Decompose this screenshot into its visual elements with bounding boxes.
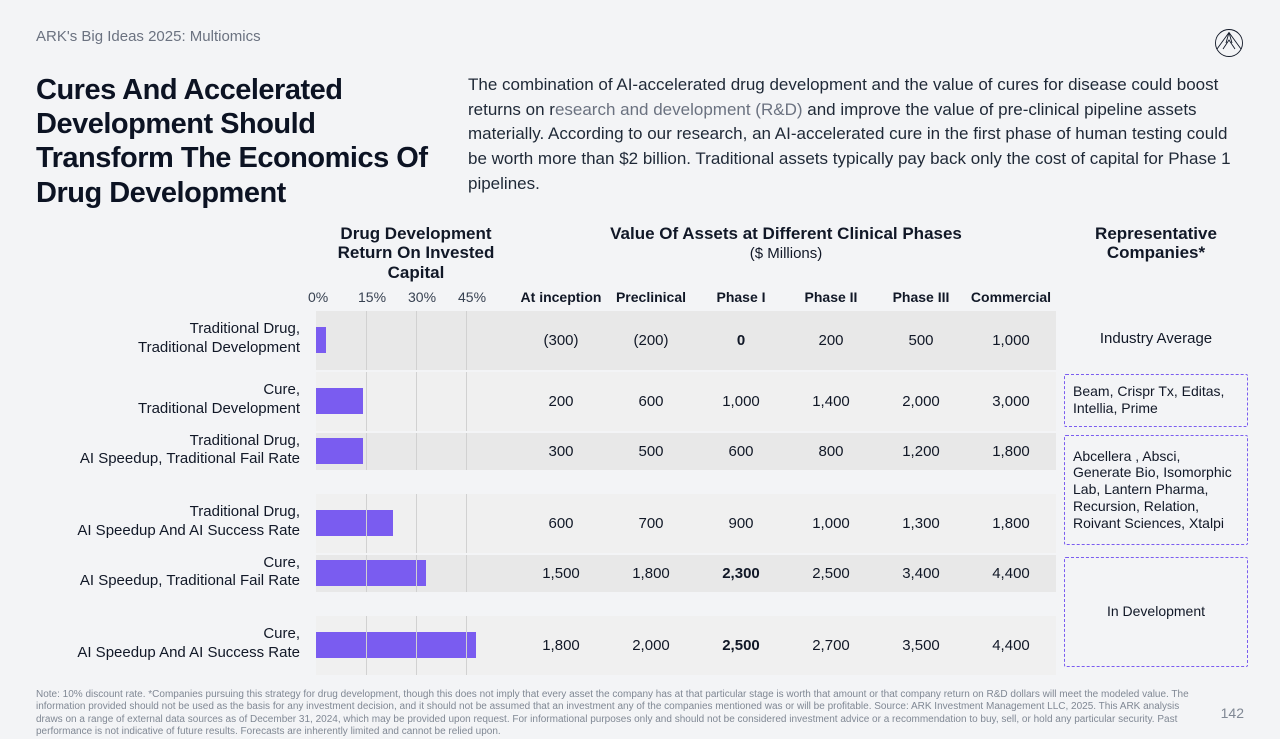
value-cell: 1,800 xyxy=(966,443,1056,460)
value-cell: 1,300 xyxy=(876,515,966,532)
row-label: Cure, Traditional Development xyxy=(36,370,316,431)
values-cell: 1,5001,8002,3002,5003,4004,400 xyxy=(516,553,1056,593)
value-cell: 1,500 xyxy=(516,565,606,582)
roic-bar xyxy=(316,510,393,536)
axis-tick: 30% xyxy=(408,289,458,305)
value-cell: 1,800 xyxy=(606,565,696,582)
body-paragraph: The combination of AI-accelerated drug d… xyxy=(468,73,1244,196)
value-cell: 3,000 xyxy=(966,393,1056,410)
value-cell: 2,700 xyxy=(786,637,876,654)
roic-bar-cell xyxy=(316,614,516,675)
roic-bar-cell xyxy=(316,492,516,553)
values-cell: 2006001,0001,4002,0003,000 xyxy=(516,370,1056,431)
phase-column-headers: At inceptionPreclinicalPhase IPhase IIPh… xyxy=(516,289,1056,305)
roic-bar xyxy=(316,560,426,586)
rep-header: Representative Companies* xyxy=(1056,224,1256,283)
axis-tick: 45% xyxy=(458,289,508,305)
value-cell: 1,400 xyxy=(786,393,876,410)
table-row: Traditional Drug, Traditional Developmen… xyxy=(36,309,1244,370)
value-cell: 1,000 xyxy=(786,515,876,532)
rep-companies-cell: Industry Average xyxy=(1056,309,1256,370)
values-cell: (300)(200)02005001,000 xyxy=(516,309,1056,370)
value-cell: 600 xyxy=(696,443,786,460)
page-title: Cures And Accelerated Development Should… xyxy=(36,73,436,210)
value-cell: (300) xyxy=(516,332,606,349)
value-cell: 200 xyxy=(516,393,606,410)
row-label: Cure, AI Speedup, Traditional Fail Rate xyxy=(36,553,316,593)
value-cell: 1,800 xyxy=(966,515,1056,532)
axis-tick: 15% xyxy=(358,289,408,305)
phase-col-header: Phase II xyxy=(786,289,876,305)
phase-col-header: Phase I xyxy=(696,289,786,305)
roic-bar-cell xyxy=(316,431,516,471)
data-table: Drug Development Return On Invested Capi… xyxy=(36,224,1244,675)
phase-col-header: At inception xyxy=(516,289,606,305)
row-label: Traditional Drug, Traditional Developmen… xyxy=(36,309,316,370)
value-cell: 1,200 xyxy=(876,443,966,460)
value-cell: 700 xyxy=(606,515,696,532)
value-cell: 3,400 xyxy=(876,565,966,582)
values-header: Value Of Assets at Different Clinical Ph… xyxy=(516,224,1056,283)
roic-bar xyxy=(316,388,363,414)
values-cell: 1,8002,0002,5002,7003,5004,400 xyxy=(516,614,1056,675)
value-cell: (200) xyxy=(606,332,696,349)
row-label: Traditional Drug, AI Speedup And AI Succ… xyxy=(36,492,316,553)
value-cell: 4,400 xyxy=(966,637,1056,654)
rep-companies-cell: Abcellera , Absci, Generate Bio, Isomorp… xyxy=(1056,431,1256,549)
phase-col-header: Phase III xyxy=(876,289,966,305)
roic-bar xyxy=(316,327,326,353)
roic-bar-cell xyxy=(316,553,516,593)
table-row: Cure, AI Speedup, Traditional Fail Rate 1… xyxy=(36,553,1244,614)
value-cell: 2,500 xyxy=(696,637,786,654)
value-cell: 500 xyxy=(606,443,696,460)
row-label: Traditional Drug, AI Speedup, Traditiona… xyxy=(36,431,316,471)
value-cell: 1,800 xyxy=(516,637,606,654)
values-cell: 6007009001,0001,3001,800 xyxy=(516,492,1056,553)
value-cell: 600 xyxy=(606,393,696,410)
table-row: Traditional Drug, AI Speedup, Traditiona… xyxy=(36,431,1244,492)
rep-companies-cell: Beam, Crispr Tx, Editas, Intellia, Prime xyxy=(1056,370,1256,431)
value-cell: 2,000 xyxy=(606,637,696,654)
phase-col-header: Preclinical xyxy=(606,289,696,305)
value-cell: 600 xyxy=(516,515,606,532)
roic-bar xyxy=(316,438,363,464)
value-cell: 500 xyxy=(876,332,966,349)
roic-bar-cell xyxy=(316,370,516,431)
values-cell: 3005006008001,2001,800 xyxy=(516,431,1056,471)
ark-logo-icon xyxy=(1214,28,1244,63)
value-cell: 3,500 xyxy=(876,637,966,654)
roic-bar-cell xyxy=(316,309,516,370)
footnote-text: Note: 10% discount rate. *Companies purs… xyxy=(36,689,1201,739)
value-cell: 2,300 xyxy=(696,565,786,582)
roic-axis-ticks: 0%15%30%45% xyxy=(316,289,516,305)
value-cell: 2,500 xyxy=(786,565,876,582)
roic-header: Drug Development Return On Invested Capi… xyxy=(316,224,516,283)
breadcrumb: ARK's Big Ideas 2025: Multiomics xyxy=(36,28,261,45)
roic-bar xyxy=(316,632,476,658)
value-cell: 1,000 xyxy=(966,332,1056,349)
value-cell: 4,400 xyxy=(966,565,1056,582)
rep-companies-cell: In Development xyxy=(1056,553,1256,671)
phase-col-header: Commercial xyxy=(966,289,1056,305)
value-cell: 800 xyxy=(786,443,876,460)
value-cell: 2,000 xyxy=(876,393,966,410)
value-cell: 900 xyxy=(696,515,786,532)
value-cell: 200 xyxy=(786,332,876,349)
value-cell: 1,000 xyxy=(696,393,786,410)
axis-tick: 0% xyxy=(308,289,358,305)
value-cell: 300 xyxy=(516,443,606,460)
table-row: Cure, Traditional Development 2006001,000… xyxy=(36,370,1244,431)
value-cell: 0 xyxy=(696,332,786,349)
row-label: Cure, AI Speedup And AI Success Rate xyxy=(36,614,316,675)
